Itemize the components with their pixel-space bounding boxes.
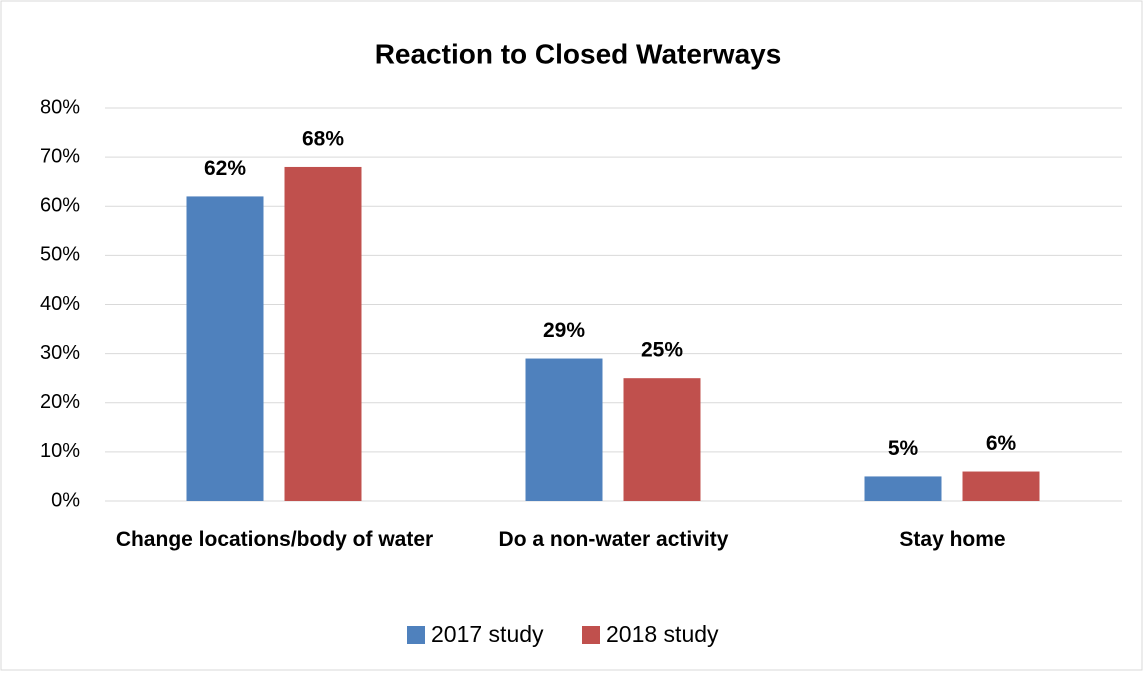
data-label: 29% bbox=[543, 319, 585, 342]
y-tick-label: 70% bbox=[40, 145, 80, 167]
x-tick-label: Do a non-water activity bbox=[498, 528, 729, 551]
y-tick-label: 80% bbox=[40, 96, 80, 118]
y-tick-label: 30% bbox=[40, 342, 80, 364]
bar bbox=[186, 196, 264, 502]
y-tick-label: 50% bbox=[40, 244, 80, 266]
legend-label: 2017 study bbox=[431, 621, 544, 647]
y-tick-label: 20% bbox=[40, 391, 80, 413]
bar bbox=[962, 471, 1040, 501]
data-label: 68% bbox=[302, 127, 344, 150]
legend-label: 2018 study bbox=[606, 621, 719, 647]
y-tick-label: 0% bbox=[51, 489, 80, 511]
data-label: 25% bbox=[641, 339, 683, 362]
legend-swatch bbox=[582, 626, 600, 644]
bar bbox=[284, 166, 362, 501]
y-tick-label: 10% bbox=[40, 440, 80, 462]
bar bbox=[623, 378, 701, 501]
data-label: 5% bbox=[888, 437, 919, 460]
y-tick-label: 40% bbox=[40, 293, 80, 315]
data-label: 62% bbox=[204, 157, 246, 180]
data-label: 6% bbox=[986, 432, 1017, 455]
chart-title: Reaction to Closed Waterways bbox=[375, 38, 782, 69]
bar bbox=[864, 476, 942, 501]
bar bbox=[525, 358, 603, 501]
y-tick-label: 60% bbox=[40, 195, 80, 217]
x-tick-label: Change locations/body of water bbox=[115, 528, 434, 551]
x-tick-label: Stay home bbox=[899, 528, 1006, 551]
legend-swatch bbox=[407, 626, 425, 644]
